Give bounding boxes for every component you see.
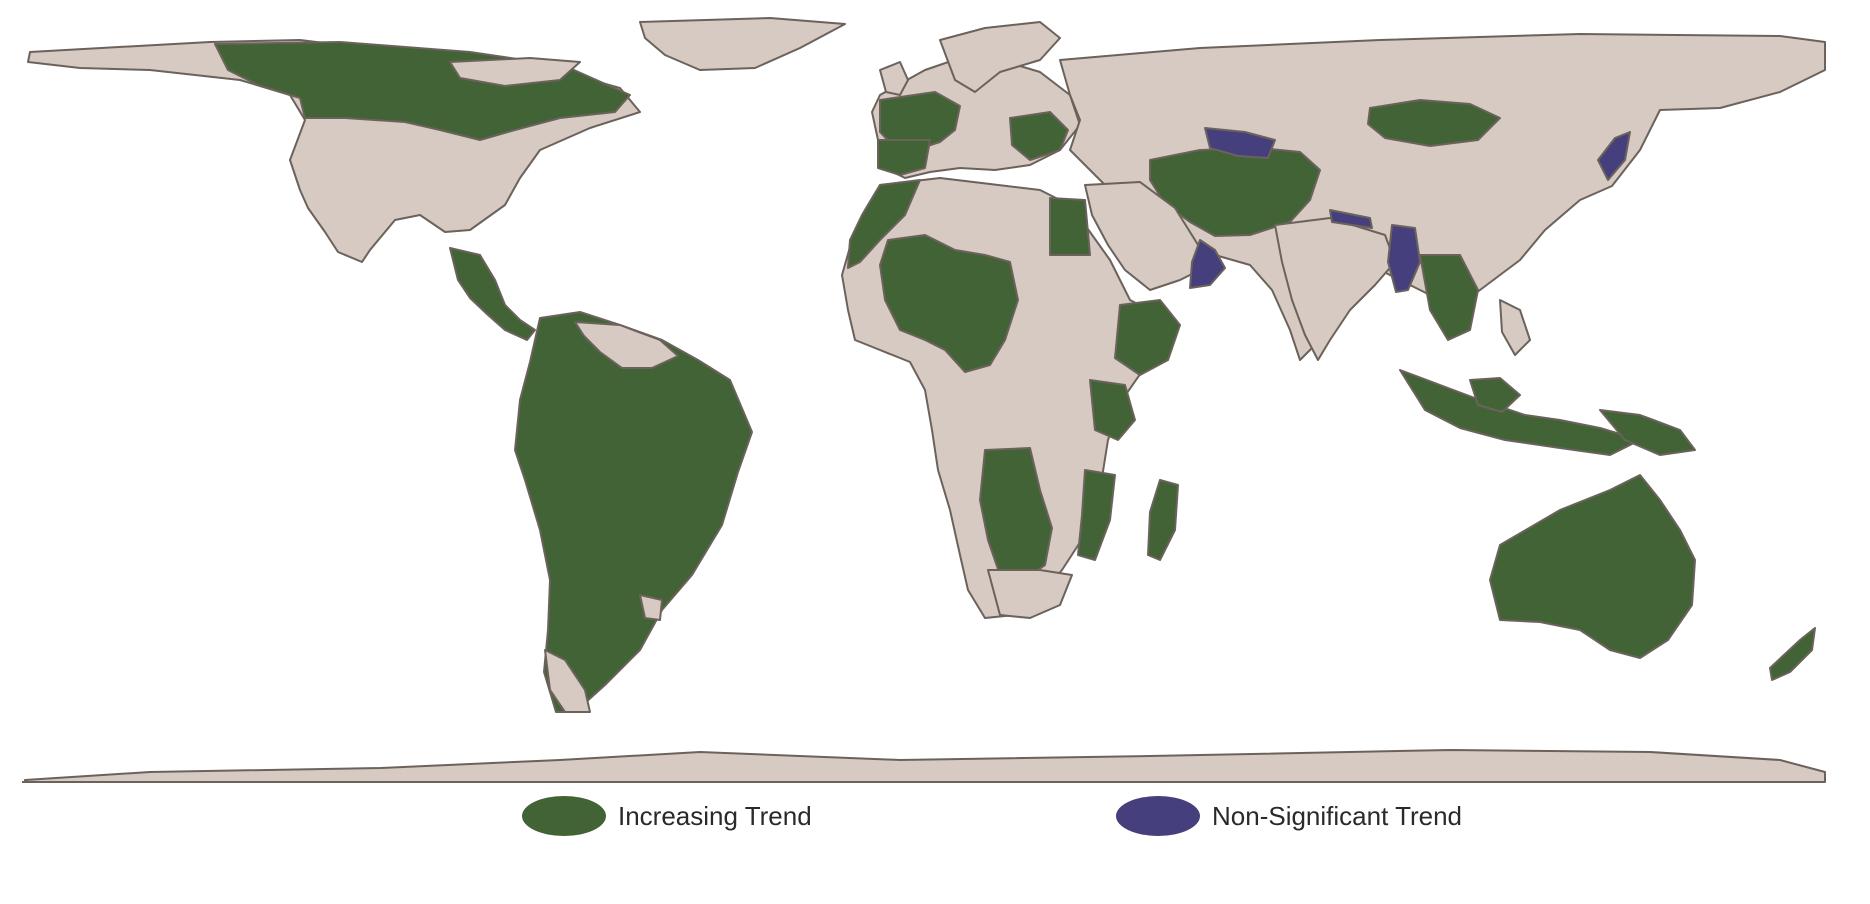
- region-south-africa: [987, 569, 1073, 619]
- region-southeast-asia: [1419, 254, 1479, 341]
- region-uruguay: [639, 594, 663, 621]
- region-greenland: [639, 17, 846, 71]
- region-antarctica: [24, 749, 1826, 783]
- region-central-asia-nonsig: [1204, 127, 1276, 159]
- region-borneo: [1469, 377, 1521, 413]
- region-new-zealand: [1769, 627, 1816, 681]
- legend-swatch-increasing-icon: [522, 796, 606, 836]
- region-east-africa: [1089, 379, 1136, 441]
- legend-item-non-significant: Non-Significant Trend: [1116, 796, 1462, 836]
- region-mozambique: [1077, 469, 1116, 561]
- region-australia: [1489, 474, 1696, 659]
- region-uk: [879, 61, 909, 96]
- region-philippines: [1499, 299, 1531, 356]
- legend-swatch-non-significant-icon: [1116, 796, 1200, 836]
- region-maghreb: [847, 179, 921, 269]
- region-sahel-west: [879, 234, 1019, 373]
- region-arctic-islands: [449, 57, 581, 87]
- region-western-europe: [879, 91, 961, 151]
- region-mongolia: [1367, 99, 1501, 147]
- region-iberia: [877, 139, 931, 176]
- region-egypt: [1049, 197, 1091, 256]
- region-south-america: [514, 311, 753, 713]
- legend-label-increasing: Increasing Trend: [618, 800, 812, 831]
- region-balkans: [1009, 111, 1069, 161]
- region-patagonia-tip: [544, 649, 591, 713]
- region-india: [1274, 217, 1396, 361]
- legend-item-increasing: Increasing Trend: [522, 796, 812, 836]
- region-central-america: [449, 247, 536, 341]
- region-venezuela-guianas: [574, 321, 679, 369]
- map-land: [24, 17, 1826, 783]
- region-japan-nonsig: [1597, 131, 1631, 181]
- region-madagascar: [1147, 479, 1179, 561]
- region-new-guinea: [1599, 409, 1696, 456]
- legend-label-non-significant: Non-Significant Trend: [1212, 800, 1463, 831]
- region-ethiopia: [1114, 299, 1181, 376]
- region-myanmar-nonsig: [1387, 224, 1421, 293]
- region-scandinavia: [939, 21, 1061, 93]
- region-oman-nonsig: [1189, 239, 1226, 289]
- region-nepal-nonsig: [1329, 209, 1373, 229]
- region-arabia: [1084, 181, 1211, 291]
